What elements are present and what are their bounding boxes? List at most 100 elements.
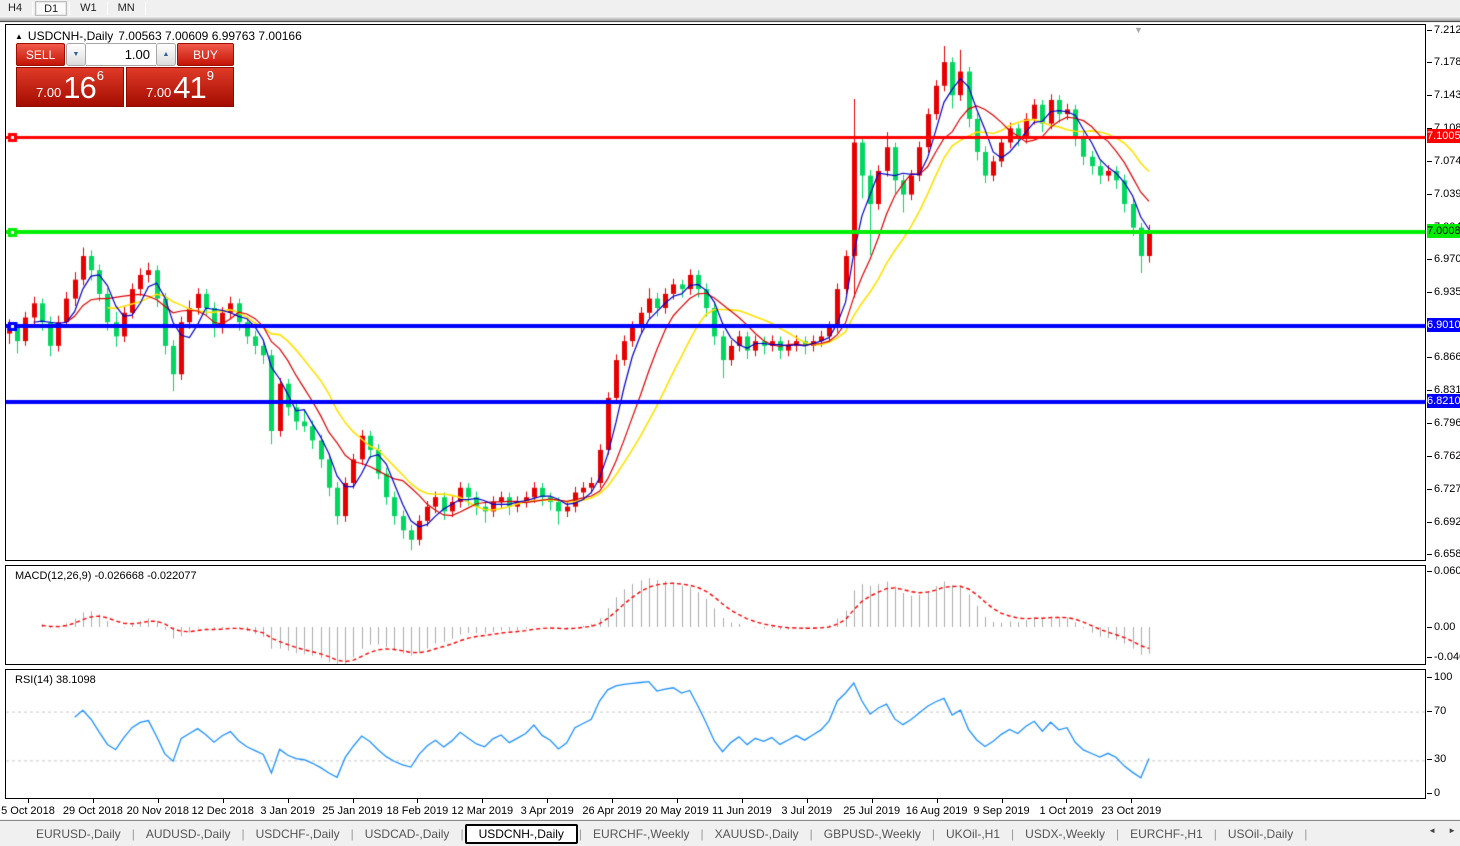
date-axis-label: 9 Sep 2019 <box>973 805 1030 817</box>
price-scale-tick <box>1427 95 1432 97</box>
tab-separator: | <box>350 826 354 841</box>
price-scale-tick <box>1427 554 1432 555</box>
date-axis-label: 3 Apr 2019 <box>520 805 574 817</box>
price-scale-label: 6.69290 <box>1434 515 1460 528</box>
sell-price-quote[interactable]: 7.00 16 6 <box>16 67 124 107</box>
tab-usoil-daily[interactable]: USOil-,Daily <box>1227 826 1294 841</box>
sell-button[interactable]: SELL <box>16 43 65 66</box>
rsi-scale-tick <box>1427 677 1432 678</box>
price-scale-label: 7.07490 <box>1434 154 1460 167</box>
timeframe-button-mn[interactable]: MN <box>117 1 135 14</box>
rsi-scale-label: 0 <box>1434 787 1441 799</box>
buy-button[interactable]: BUY <box>177 43 234 66</box>
volume-decrease-button[interactable]: ▼ <box>66 43 86 66</box>
price-scale-label: 7.17890 <box>1434 56 1460 69</box>
buy-price-prefix: 7.00 <box>145 85 172 100</box>
price-scale-tick <box>1427 30 1432 31</box>
tab-ukoil-h1[interactable]: UKOil-,H1 <box>946 826 1001 841</box>
price-scale-tick <box>1427 160 1432 162</box>
date-axis-tick <box>28 799 29 803</box>
chart-region: ▲ USDCNH-,Daily 7.00563 7.00609 6.99763 … <box>0 23 1460 819</box>
timeframe-button-d1[interactable]: D1 <box>35 0 68 16</box>
tab-separator: | <box>700 826 704 841</box>
toolbar-separator <box>69 1 71 15</box>
price-scale-tick <box>1427 390 1432 392</box>
date-axis-tick <box>482 799 484 803</box>
tab-separator: | <box>578 826 583 841</box>
date-axis-label: 12 Mar 2019 <box>451 805 514 817</box>
price-scale-tick <box>1427 488 1432 490</box>
tab-scroll-right-icon[interactable]: ► <box>1448 826 1456 835</box>
date-axis-label: 26 Apr 2019 <box>582 805 642 817</box>
date-axis-tick <box>352 799 354 803</box>
price-scale-tick <box>1427 357 1432 359</box>
hline-price-badge: 7.10051 <box>1427 129 1460 144</box>
sell-price-pip: 6 <box>96 68 105 83</box>
tab-usdcnh-daily[interactable]: USDCNH-,Daily <box>464 823 578 844</box>
date-axis-label: 16 Aug 2019 <box>905 805 968 817</box>
volume-increase-button[interactable]: ▲ <box>156 43 176 66</box>
macd-scale-label: -0.040431 <box>1434 651 1460 663</box>
macd-scale-label: 0.060687 <box>1434 565 1460 577</box>
rsi-scale-tick <box>1427 710 1432 712</box>
date-axis-tick <box>417 799 419 803</box>
date-axis-tick <box>1066 799 1068 803</box>
price-scale-tick <box>1427 423 1432 425</box>
date-axis-label: 18 Feb 2019 <box>386 805 449 817</box>
buy-price-quote[interactable]: 7.00 41 9 <box>126 67 234 107</box>
price-scale-label: 6.97090 <box>1434 252 1460 265</box>
tab-usdchf-daily[interactable]: USDCHF-,Daily <box>255 826 340 841</box>
title-triangle-icon: ▲ <box>15 31 23 41</box>
chart-shift-marker-icon: ▼ <box>1134 25 1143 35</box>
price-scale-tick <box>1427 455 1432 457</box>
price-scale-label: 6.93590 <box>1434 286 1460 298</box>
price-scale-label: 7.21290 <box>1434 24 1460 36</box>
ohlc-values: 7.00563 7.00609 6.99763 7.00166 <box>118 29 302 43</box>
rsi-scale-label: 100 <box>1434 671 1453 683</box>
date-axis: 5 Oct 2018 29 Oct 2018 20 Nov 2018 12 Dec 2… <box>0 799 1426 819</box>
rsi-pane: RSI(14) 38.1098 <box>5 669 1426 799</box>
tab-eurusd-daily[interactable]: EURUSD-,Daily <box>36 826 121 841</box>
toolbar-separator <box>144 1 146 15</box>
sell-price-main: 16 <box>63 70 96 105</box>
tab-audusd-daily[interactable]: AUDUSD-,Daily <box>145 826 231 841</box>
tab-eurchf-h1[interactable]: EURCHF-,H1 <box>1130 826 1203 841</box>
tab-separator: | <box>241 826 245 841</box>
price-scale-tick <box>1427 521 1432 523</box>
macd-scale-tick <box>1427 627 1432 628</box>
tab-xauusd-daily[interactable]: XAUUSD-,Daily <box>714 826 799 841</box>
tab-usdcad-daily[interactable]: USDCAD-,Daily <box>364 826 450 841</box>
buy-price-pip: 9 <box>206 68 215 83</box>
date-axis-tick <box>936 799 938 803</box>
date-axis-label: 20 May 2019 <box>645 805 709 817</box>
macd-canvas[interactable] <box>6 566 1425 664</box>
tab-scroll-left-icon[interactable]: ◄ <box>1428 826 1437 835</box>
tab-separator: | <box>1304 826 1308 841</box>
date-axis-label: 5 Oct 2018 <box>1 805 55 817</box>
date-axis-label: 11 Jun 2019 <box>712 805 772 817</box>
date-axis-tick <box>287 799 289 803</box>
volume-input[interactable] <box>86 43 156 66</box>
date-axis-label: 20 Nov 2018 <box>126 805 189 817</box>
timeframe-button-w1[interactable]: W1 <box>80 1 97 14</box>
price-scale-tick <box>1427 193 1432 195</box>
tab-separator: | <box>809 826 813 841</box>
hline-price-badge: 6.82103 <box>1427 393 1460 408</box>
symbol-title: USDCNH-,Daily <box>27 29 114 43</box>
date-axis-label: 3 Jul 2019 <box>781 805 833 817</box>
date-axis-label: 12 Dec 2018 <box>191 805 254 817</box>
price-scale-label: 6.83190 <box>1434 384 1460 397</box>
tab-gbpusd-weekly[interactable]: GBPUSD-,Weekly <box>823 826 921 841</box>
rsi-canvas[interactable] <box>6 670 1425 798</box>
tab-usdx-weekly[interactable]: USDX-,Weekly <box>1025 826 1105 841</box>
date-axis-label: 29 Oct 2018 <box>62 805 123 817</box>
chart-title: ▲ USDCNH-,Daily 7.00563 7.00609 6.99763 … <box>15 29 302 43</box>
timeframe-button-h4[interactable]: H4 <box>8 1 23 14</box>
price-scale-label: 6.79690 <box>1434 417 1460 430</box>
date-axis-tick <box>1131 799 1133 803</box>
rsi-scale-label: 70 <box>1434 704 1447 717</box>
tab-separator: | <box>1213 826 1217 841</box>
price-scale-label: 6.76290 <box>1434 449 1460 462</box>
price-chart-canvas[interactable] <box>6 25 1425 560</box>
tab-eurchf-weekly[interactable]: EURCHF-,Weekly <box>593 826 690 841</box>
